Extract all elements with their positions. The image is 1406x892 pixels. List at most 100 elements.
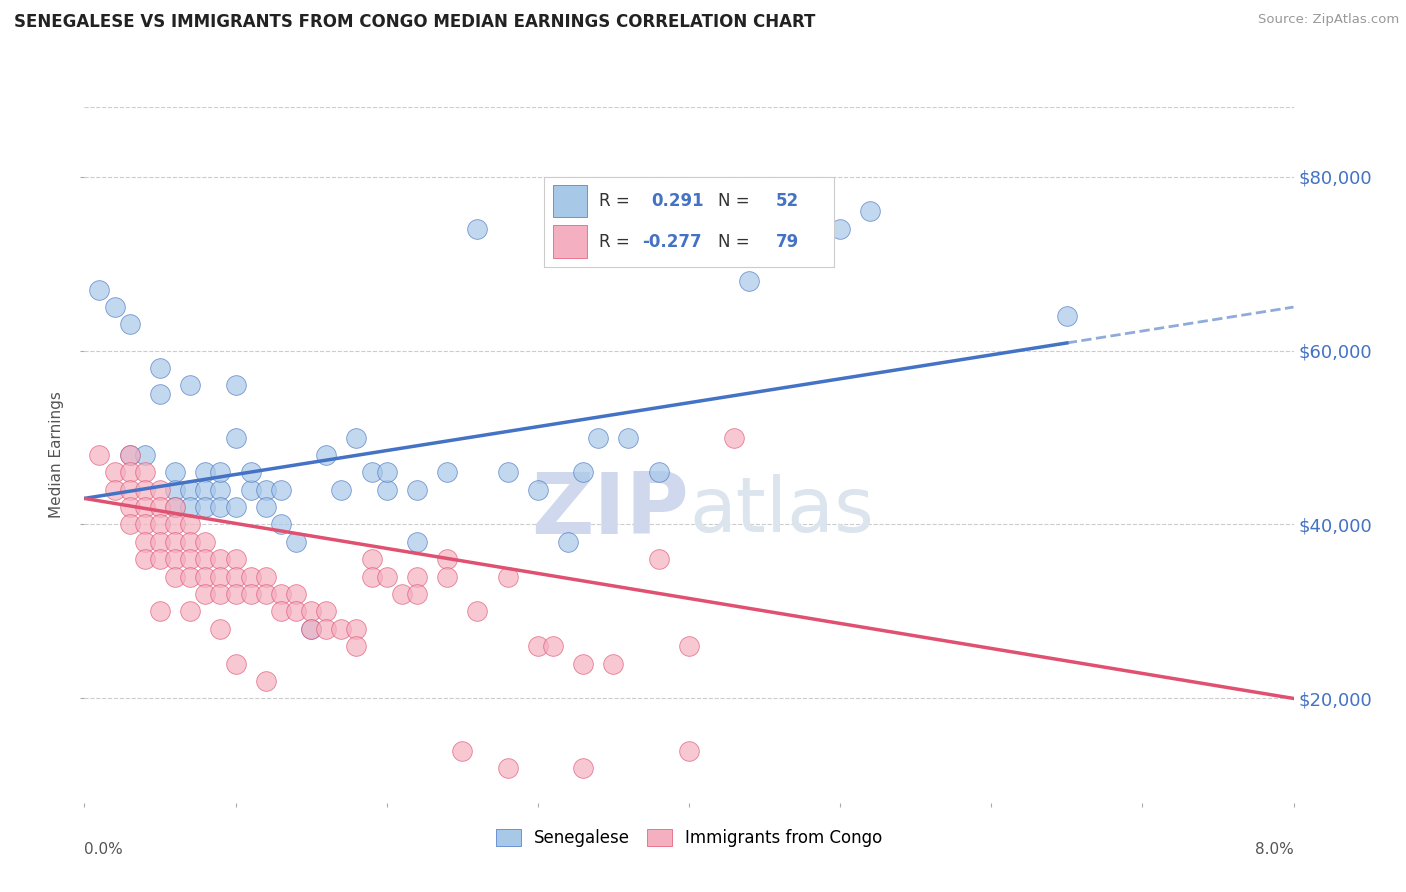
Point — [209, 483, 232, 497]
Point — [165, 500, 187, 514]
Point — [375, 483, 398, 497]
Point — [225, 431, 247, 445]
Text: atlas: atlas — [689, 474, 873, 548]
Text: Source: ZipAtlas.com: Source: ZipAtlas.com — [1258, 13, 1399, 27]
Point — [270, 483, 292, 497]
Point — [165, 466, 187, 480]
Point — [315, 622, 337, 636]
Point — [436, 552, 458, 566]
Point — [149, 361, 172, 376]
Point — [527, 639, 550, 653]
Point — [557, 534, 579, 549]
Point — [179, 500, 201, 514]
Point — [678, 639, 700, 653]
Point — [572, 466, 595, 480]
Point — [194, 587, 217, 601]
Point — [285, 534, 308, 549]
Point — [134, 552, 156, 566]
Point — [165, 552, 187, 566]
Point — [648, 466, 671, 480]
Point — [194, 466, 217, 480]
Point — [315, 448, 337, 462]
Point — [406, 534, 429, 549]
Point — [165, 483, 187, 497]
Point — [194, 534, 217, 549]
Point — [375, 466, 398, 480]
Point — [299, 622, 322, 636]
Point — [723, 431, 745, 445]
Point — [165, 534, 187, 549]
Point — [254, 483, 277, 497]
Text: 52: 52 — [776, 192, 799, 210]
Point — [285, 605, 308, 619]
Text: 79: 79 — [776, 233, 799, 251]
Point — [149, 387, 172, 401]
Point — [239, 570, 262, 584]
Point — [406, 483, 429, 497]
Text: ZIP: ZIP — [531, 469, 689, 552]
Point — [436, 466, 458, 480]
Point — [467, 222, 489, 236]
Point — [149, 552, 172, 566]
Point — [194, 570, 217, 584]
Point — [315, 605, 337, 619]
Point — [134, 466, 156, 480]
Point — [134, 448, 156, 462]
Point — [209, 552, 232, 566]
Point — [225, 500, 247, 514]
Point — [602, 657, 624, 671]
Point — [360, 570, 382, 584]
Point — [89, 283, 111, 297]
Point — [270, 605, 292, 619]
Point — [209, 587, 232, 601]
Bar — [553, 185, 588, 218]
Point — [299, 605, 322, 619]
Y-axis label: Median Earnings: Median Earnings — [49, 392, 65, 518]
Point — [209, 500, 232, 514]
Point — [225, 570, 247, 584]
Point — [118, 500, 141, 514]
Text: R =: R = — [599, 192, 630, 210]
Point — [118, 448, 141, 462]
Legend: Senegalese, Immigrants from Congo: Senegalese, Immigrants from Congo — [489, 822, 889, 854]
Point — [346, 639, 368, 653]
Point — [149, 517, 172, 532]
Point — [165, 500, 187, 514]
Point — [118, 466, 141, 480]
Point — [104, 466, 127, 480]
Point — [239, 483, 262, 497]
Point — [617, 431, 640, 445]
Point — [194, 552, 217, 566]
Point — [346, 622, 368, 636]
Point — [209, 622, 232, 636]
Point — [209, 466, 232, 480]
Point — [299, 622, 322, 636]
Point — [118, 318, 141, 332]
Point — [254, 674, 277, 689]
Point — [330, 483, 353, 497]
Point — [149, 483, 172, 497]
Point — [194, 483, 217, 497]
Point — [194, 500, 217, 514]
Point — [149, 500, 172, 514]
Point — [134, 517, 156, 532]
Point — [270, 517, 292, 532]
Point — [104, 483, 127, 497]
Point — [134, 534, 156, 549]
Point — [375, 570, 398, 584]
Text: N =: N = — [718, 192, 749, 210]
Point — [830, 222, 852, 236]
Point — [239, 587, 262, 601]
Point — [179, 534, 201, 549]
Point — [496, 570, 519, 584]
Point — [541, 639, 564, 653]
Text: -0.277: -0.277 — [643, 233, 702, 251]
Text: N =: N = — [718, 233, 749, 251]
Point — [118, 483, 141, 497]
Point — [118, 448, 141, 462]
Point — [588, 431, 610, 445]
Point — [179, 483, 201, 497]
Text: 0.291: 0.291 — [651, 192, 704, 210]
Point — [179, 605, 201, 619]
Point — [254, 500, 277, 514]
